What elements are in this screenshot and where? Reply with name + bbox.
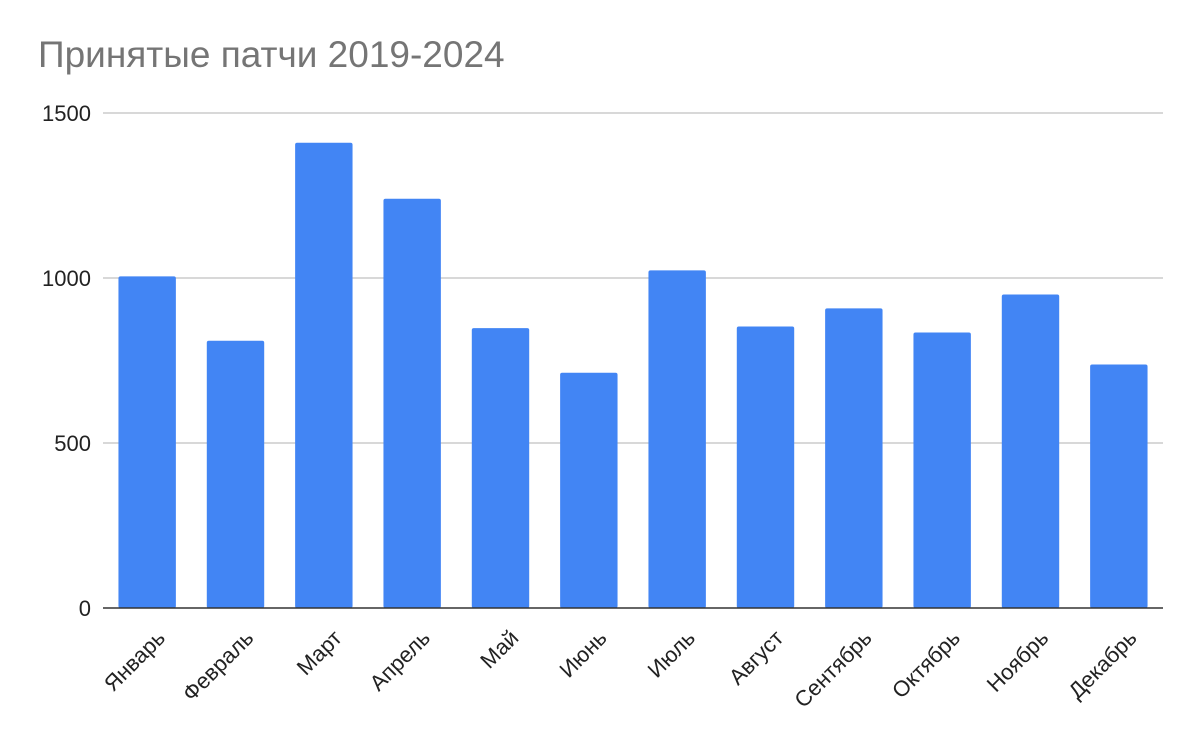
x-tick-label: Декабрь bbox=[1063, 625, 1141, 703]
x-tick-label: Октябрь bbox=[887, 625, 965, 703]
x-axis-category-labels: Январь Февраль Март Апрель Май Июнь Июль Август… bbox=[99, 625, 1142, 712]
bar-7 bbox=[648, 270, 706, 608]
bar-10 bbox=[913, 332, 971, 608]
gridlines bbox=[103, 112, 1163, 444]
bar-8 bbox=[736, 326, 795, 608]
x-tick-label: Ноябрь bbox=[982, 625, 1054, 697]
y-tick-label: 1500 bbox=[42, 101, 91, 126]
bar-3 bbox=[295, 142, 353, 608]
x-tick-label: Июнь bbox=[554, 625, 611, 682]
chart-title: Принятые патчи 2019-2024 bbox=[38, 34, 505, 75]
x-tick-label: Сентябрь bbox=[789, 625, 876, 712]
x-tick-label: Январь bbox=[99, 625, 170, 696]
bar-12 bbox=[1090, 364, 1148, 608]
x-tick-label: Май bbox=[475, 625, 523, 673]
x-tick-label: Август bbox=[724, 625, 789, 690]
y-tick-label: 1000 bbox=[42, 266, 91, 291]
x-tick-label: Февраль bbox=[177, 625, 258, 706]
bars bbox=[118, 142, 1148, 609]
y-axis-tick-labels: 0 500 1000 1500 bbox=[42, 101, 91, 621]
y-tick-label: 0 bbox=[79, 596, 91, 621]
bar-2 bbox=[206, 340, 265, 608]
y-tick-label: 500 bbox=[54, 431, 91, 456]
bar-1 bbox=[118, 276, 176, 608]
x-tick-label: Апрель bbox=[365, 625, 435, 695]
bar-9 bbox=[825, 308, 883, 608]
bar-4 bbox=[383, 198, 441, 609]
bar-6 bbox=[560, 372, 618, 608]
bar-5 bbox=[471, 328, 530, 608]
x-tick-label: Март bbox=[292, 625, 347, 680]
x-tick-label: Июль bbox=[643, 625, 700, 682]
bar-11 bbox=[1001, 294, 1060, 608]
